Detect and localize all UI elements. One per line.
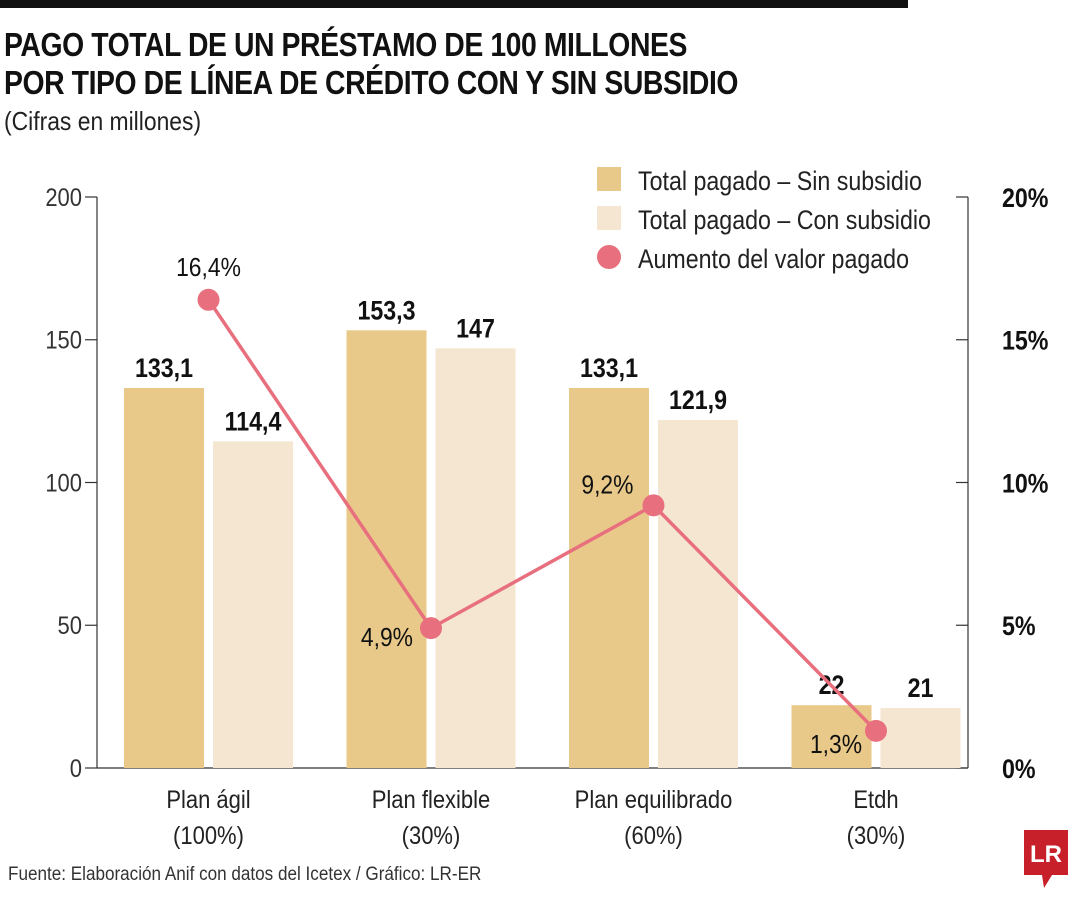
lr-logo-text: LR bbox=[1030, 841, 1062, 868]
bar-sin-subsidio bbox=[346, 330, 427, 768]
category-label: (30%) bbox=[847, 822, 906, 850]
line-value-label: 9,2% bbox=[581, 471, 633, 500]
left-tick-label: 50 bbox=[58, 612, 82, 640]
right-tick-label: 5% bbox=[1002, 612, 1036, 642]
legend-swatch bbox=[597, 206, 621, 230]
category-label: Etdh bbox=[853, 786, 898, 814]
left-tick-label: 0 bbox=[70, 755, 82, 783]
line-point bbox=[642, 494, 665, 517]
bar-value-label: 133,1 bbox=[580, 353, 638, 383]
line-value-label: 4,9% bbox=[361, 624, 413, 653]
category-label: Plan flexible bbox=[372, 786, 491, 814]
chart-title-line-2: POR TIPO DE LÍNEA DE CRÉDITO CON Y SIN S… bbox=[4, 64, 739, 101]
bar-value-label: 121,9 bbox=[669, 385, 727, 415]
bar-value-label: 153,3 bbox=[357, 296, 415, 326]
bar-con-subsidio bbox=[435, 348, 516, 768]
category-label: Plan ágil bbox=[166, 786, 250, 814]
top-rule bbox=[0, 0, 908, 8]
chart-title-line-1: PAGO TOTAL DE UN PRÉSTAMO DE 100 MILLONE… bbox=[4, 26, 688, 63]
line-point bbox=[420, 617, 442, 640]
line-value-label: 16,4% bbox=[176, 253, 241, 282]
legend-swatch bbox=[597, 245, 621, 269]
bar-value-label: 21 bbox=[908, 673, 934, 703]
bar-con-subsidio bbox=[880, 708, 961, 768]
bar-sin-subsidio bbox=[124, 387, 204, 768]
category-label: (30%) bbox=[402, 822, 461, 850]
right-tick-label: 0% bbox=[1002, 754, 1036, 784]
left-tick-label: 100 bbox=[45, 469, 82, 497]
chart-subtitle: (Cifras en millones) bbox=[4, 106, 202, 136]
bar-sin-subsidio bbox=[569, 387, 649, 768]
line-aumento bbox=[207, 298, 878, 733]
bar-value-label: 147 bbox=[456, 314, 495, 344]
category-label: (60%) bbox=[624, 822, 683, 850]
bar-con-subsidio bbox=[658, 419, 738, 768]
right-tick-label: 10% bbox=[1002, 469, 1048, 499]
legend-label: Total pagado – Con subsidio bbox=[638, 205, 931, 235]
left-tick-label: 200 bbox=[45, 184, 82, 212]
legend-swatch bbox=[597, 167, 621, 191]
line-value-label: 1,3% bbox=[810, 731, 862, 760]
lr-logo bbox=[1024, 830, 1068, 888]
bar-con-subsidio bbox=[213, 441, 293, 768]
bar-sin-subsidio bbox=[791, 705, 872, 768]
source-note: Fuente: Elaboración Anif con datos del I… bbox=[8, 864, 482, 885]
left-tick-label: 150 bbox=[45, 326, 82, 354]
bar-value-label: 114,4 bbox=[225, 407, 282, 437]
legend-label: Total pagado – Sin subsidio bbox=[638, 166, 922, 196]
category-label: (100%) bbox=[173, 822, 244, 850]
bar-value-label: 133,1 bbox=[135, 353, 193, 383]
legend-label: Aumento del valor pagado bbox=[638, 244, 909, 274]
category-label: Plan equilibrado bbox=[575, 786, 733, 814]
right-tick-label: 20% bbox=[1002, 183, 1048, 213]
line-point bbox=[865, 719, 887, 742]
right-tick-label: 15% bbox=[1002, 326, 1048, 356]
line-point bbox=[197, 288, 220, 311]
